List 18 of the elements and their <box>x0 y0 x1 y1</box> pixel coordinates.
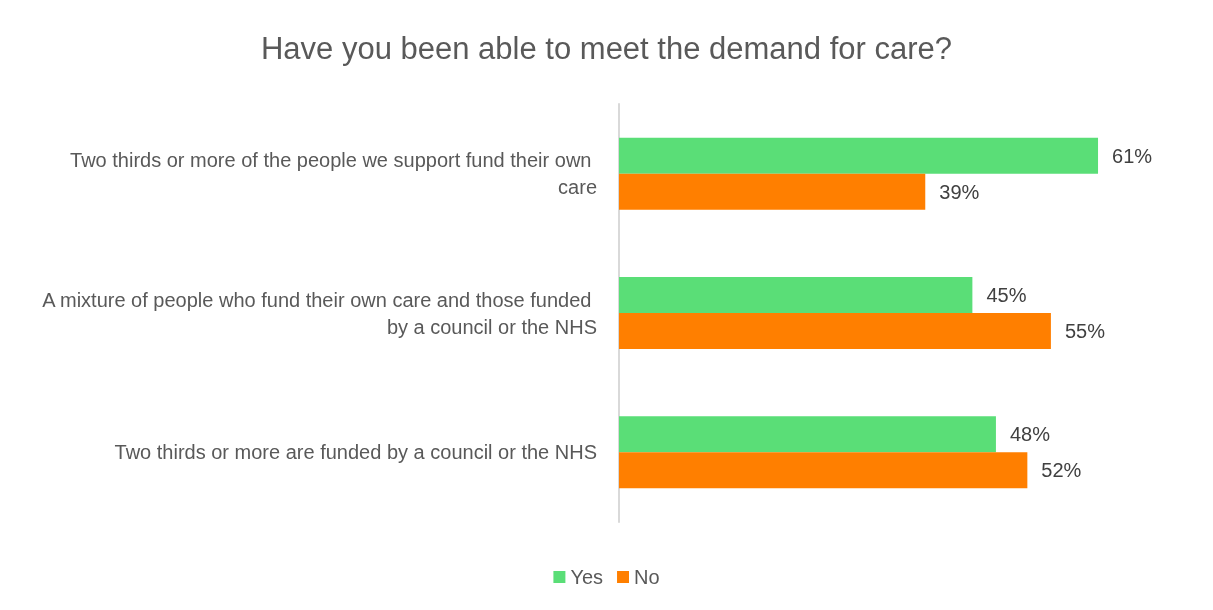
y-tick-label: A mixture of people who fund their own care and those funded by a council or the NHS <box>42 288 597 338</box>
bar <box>619 173 926 210</box>
bar <box>619 452 1028 489</box>
data-label: 39% <box>939 180 980 203</box>
bar <box>619 313 1051 349</box>
legend-label: No <box>634 566 660 588</box>
data-label: 48% <box>1009 423 1051 446</box>
bar <box>619 277 973 313</box>
data-label: 52% <box>1041 459 1082 482</box>
data-label: 55% <box>1064 320 1106 342</box>
y-tick-label: Two thirds or more are funded by a council or the NHS <box>114 441 597 464</box>
data-label: 45% <box>986 284 1027 306</box>
bar <box>619 137 1099 174</box>
bar <box>619 416 996 453</box>
data-label: 61% <box>1112 144 1153 167</box>
legend-label: Yes <box>570 566 604 588</box>
y-tick-label: Two thirds or more of the people we support fund their own care <box>70 149 597 199</box>
chart-title: Have you been able to meet the demand for care? <box>260 31 953 66</box>
